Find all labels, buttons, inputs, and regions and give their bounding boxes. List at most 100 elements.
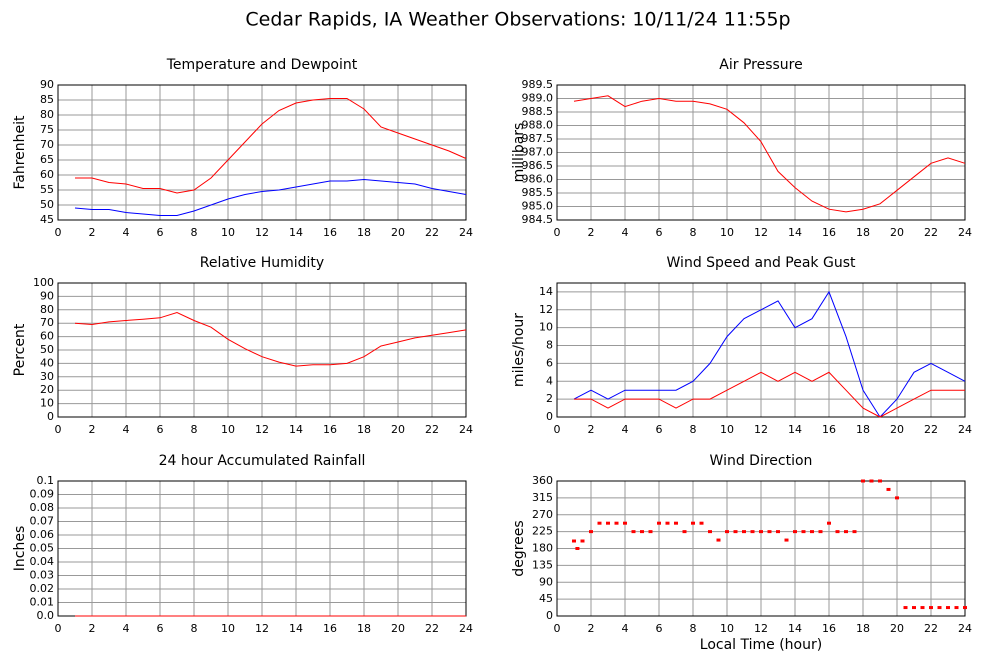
data-point — [835, 530, 840, 534]
x-tick-label: 14 — [788, 226, 802, 239]
x-tick-label: 2 — [89, 226, 96, 239]
y-tick-label: 90 — [40, 289, 54, 302]
y-axis-label: millibars — [511, 123, 527, 183]
y-axis-label: degrees — [511, 520, 527, 576]
x-tick-label: 12 — [754, 226, 768, 239]
y-tick-label: 987.5 — [522, 132, 554, 145]
x-tick-label: 22 — [924, 226, 938, 239]
x-tick-label: 8 — [191, 622, 198, 635]
x-tick-label: 8 — [191, 423, 198, 436]
x-tick-label: 18 — [357, 226, 371, 239]
x-tick-label: 20 — [890, 423, 904, 436]
data-point — [699, 521, 704, 525]
y-tick-label: 12 — [539, 303, 553, 316]
y-tick-label: 0.1 — [37, 474, 55, 487]
x-tick-label: 18 — [856, 226, 870, 239]
x-tick-label: 24 — [459, 622, 473, 635]
x-tick-label: 4 — [622, 622, 629, 635]
y-tick-label: 90 — [539, 575, 553, 588]
x-tick-label: 16 — [323, 622, 337, 635]
data-point — [742, 530, 746, 534]
x-tick-label: 0 — [554, 226, 561, 239]
y-tick-label: 985.5 — [522, 186, 554, 199]
data-point — [691, 521, 695, 525]
x-tick-label: 24 — [459, 423, 473, 436]
panel-title: Wind Speed and Peak Gust — [667, 255, 856, 271]
x-tick-label: 24 — [459, 226, 473, 239]
x-tick-label: 20 — [391, 423, 405, 436]
x-tick-label: 6 — [157, 622, 164, 635]
y-tick-label: 315 — [532, 491, 553, 504]
x-tick-label: 0 — [554, 622, 561, 635]
x-tick-label: 4 — [123, 226, 130, 239]
y-tick-label: 135 — [532, 558, 553, 571]
x-tick-label: 18 — [856, 423, 870, 436]
y-tick-label: 0.06 — [30, 528, 55, 541]
y-tick-label: 0.0 — [37, 609, 55, 622]
data-point — [810, 530, 814, 534]
y-tick-label: 80 — [40, 108, 54, 121]
x-tick-label: 18 — [856, 622, 870, 635]
page-title: Cedar Rapids, IA Weather Observations: 1… — [245, 9, 790, 31]
data-line — [74, 311, 467, 367]
y-axis-label: Fahrenheit — [12, 115, 28, 190]
panel-title: Air Pressure — [719, 57, 802, 73]
y-tick-label: 4 — [546, 374, 553, 387]
data-point — [648, 530, 653, 534]
data-point — [920, 606, 925, 610]
data-point — [733, 530, 738, 534]
x-tick-label: 16 — [822, 622, 836, 635]
panel-title: Wind Direction — [710, 453, 813, 469]
data-point — [895, 496, 899, 500]
data-line — [75, 98, 467, 194]
data-point — [852, 530, 857, 534]
y-tick-label: 989.0 — [522, 92, 554, 105]
x-tick-label: 10 — [221, 622, 235, 635]
data-line — [573, 290, 966, 418]
data-point — [572, 539, 576, 543]
panel-title: Temperature and Dewpoint — [166, 57, 358, 73]
y-tick-label: 55 — [40, 183, 54, 196]
data-point — [886, 487, 891, 491]
x-tick-label: 14 — [788, 423, 802, 436]
data-point — [674, 521, 678, 525]
y-tick-label: 0.08 — [30, 501, 55, 514]
data-point — [903, 606, 908, 610]
data-point — [716, 538, 721, 542]
data-line — [574, 371, 965, 418]
x-tick-label: 14 — [289, 622, 303, 635]
data-line — [74, 178, 467, 216]
x-tick-label: 22 — [425, 226, 439, 239]
x-tick-label: 4 — [622, 423, 629, 436]
x-tick-label: 22 — [924, 622, 938, 635]
y-tick-label: 10 — [539, 321, 553, 334]
x-tick-label: 0 — [554, 423, 561, 436]
x-tick-label: 22 — [425, 423, 439, 436]
y-tick-label: 180 — [532, 542, 553, 555]
x-tick-label: 0 — [55, 622, 62, 635]
y-tick-label: 20 — [40, 383, 54, 396]
y-tick-label: 986.5 — [522, 159, 554, 172]
data-point — [878, 479, 882, 483]
y-tick-label: 40 — [40, 356, 54, 369]
x-tick-label: 2 — [89, 423, 96, 436]
y-tick-label: 50 — [40, 343, 54, 356]
x-tick-label: 14 — [289, 226, 303, 239]
data-point — [912, 606, 916, 610]
x-tick-label: 2 — [89, 622, 96, 635]
x-tick-label: 10 — [720, 622, 734, 635]
data-line — [573, 95, 966, 213]
y-tick-label: 0.05 — [30, 542, 55, 555]
x-tick-label: 4 — [123, 423, 130, 436]
data-point — [793, 530, 797, 534]
x-axis-label: Local Time (hour) — [700, 637, 822, 653]
data-point — [776, 530, 780, 534]
plot-frame — [57, 282, 467, 418]
data-point — [946, 606, 950, 610]
x-tick-label: 4 — [123, 622, 130, 635]
x-tick-label: 0 — [55, 226, 62, 239]
y-tick-label: 45 — [539, 592, 553, 605]
data-point — [623, 521, 627, 525]
y-tick-label: 70 — [40, 138, 54, 151]
